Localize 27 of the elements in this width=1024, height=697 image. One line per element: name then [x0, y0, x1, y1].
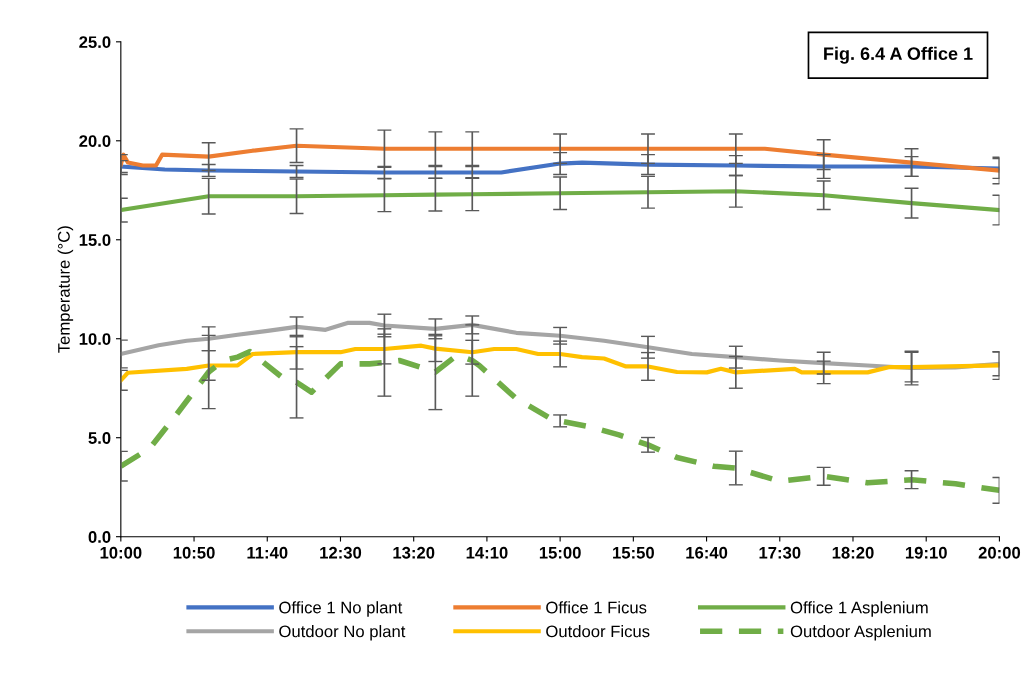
- y-tick-label: 10.0: [79, 333, 111, 345]
- y-tick-label: 0.0: [88, 531, 111, 543]
- legend-label: Office 1 Asplenium: [790, 601, 928, 617]
- x-tick-label: 11:40: [247, 546, 288, 559]
- y-axis-title: Temperature (°C): [57, 226, 74, 353]
- legend-label: Office 1 Ficus: [546, 601, 647, 614]
- y-tick-label: 15.0: [79, 234, 111, 246]
- x-tick-label: 16:40: [686, 546, 728, 559]
- x-tick-label: 12:30: [320, 546, 362, 559]
- y-tick-label: 20.0: [79, 135, 111, 147]
- x-tick-label: 10:50: [173, 546, 215, 559]
- legend-label: Office 1 No plant: [279, 601, 403, 617]
- x-tick-label: 19:10: [905, 546, 947, 559]
- x-tick-label: 13:20: [393, 546, 435, 559]
- x-tick-label: 17:30: [759, 546, 801, 559]
- x-tick-label: 18:20: [832, 546, 874, 559]
- legend-label: Outdoor Asplenium: [790, 625, 931, 641]
- x-tick-label: 20:00: [978, 546, 1021, 559]
- x-tick-label: 15:00: [539, 546, 581, 559]
- x-tick-label: 10:00: [100, 546, 142, 559]
- legend-label: Outdoor No plant: [279, 625, 406, 641]
- y-tick-label: 5.0: [88, 432, 111, 444]
- y-tick-label: 25.0: [79, 36, 111, 49]
- legend-label: Outdoor Ficus: [546, 625, 650, 638]
- x-tick-label: 15:50: [613, 546, 654, 559]
- annotation: Fig. 6.4 A Office 1: [824, 46, 973, 64]
- x-tick-label: 14:10: [466, 546, 508, 559]
